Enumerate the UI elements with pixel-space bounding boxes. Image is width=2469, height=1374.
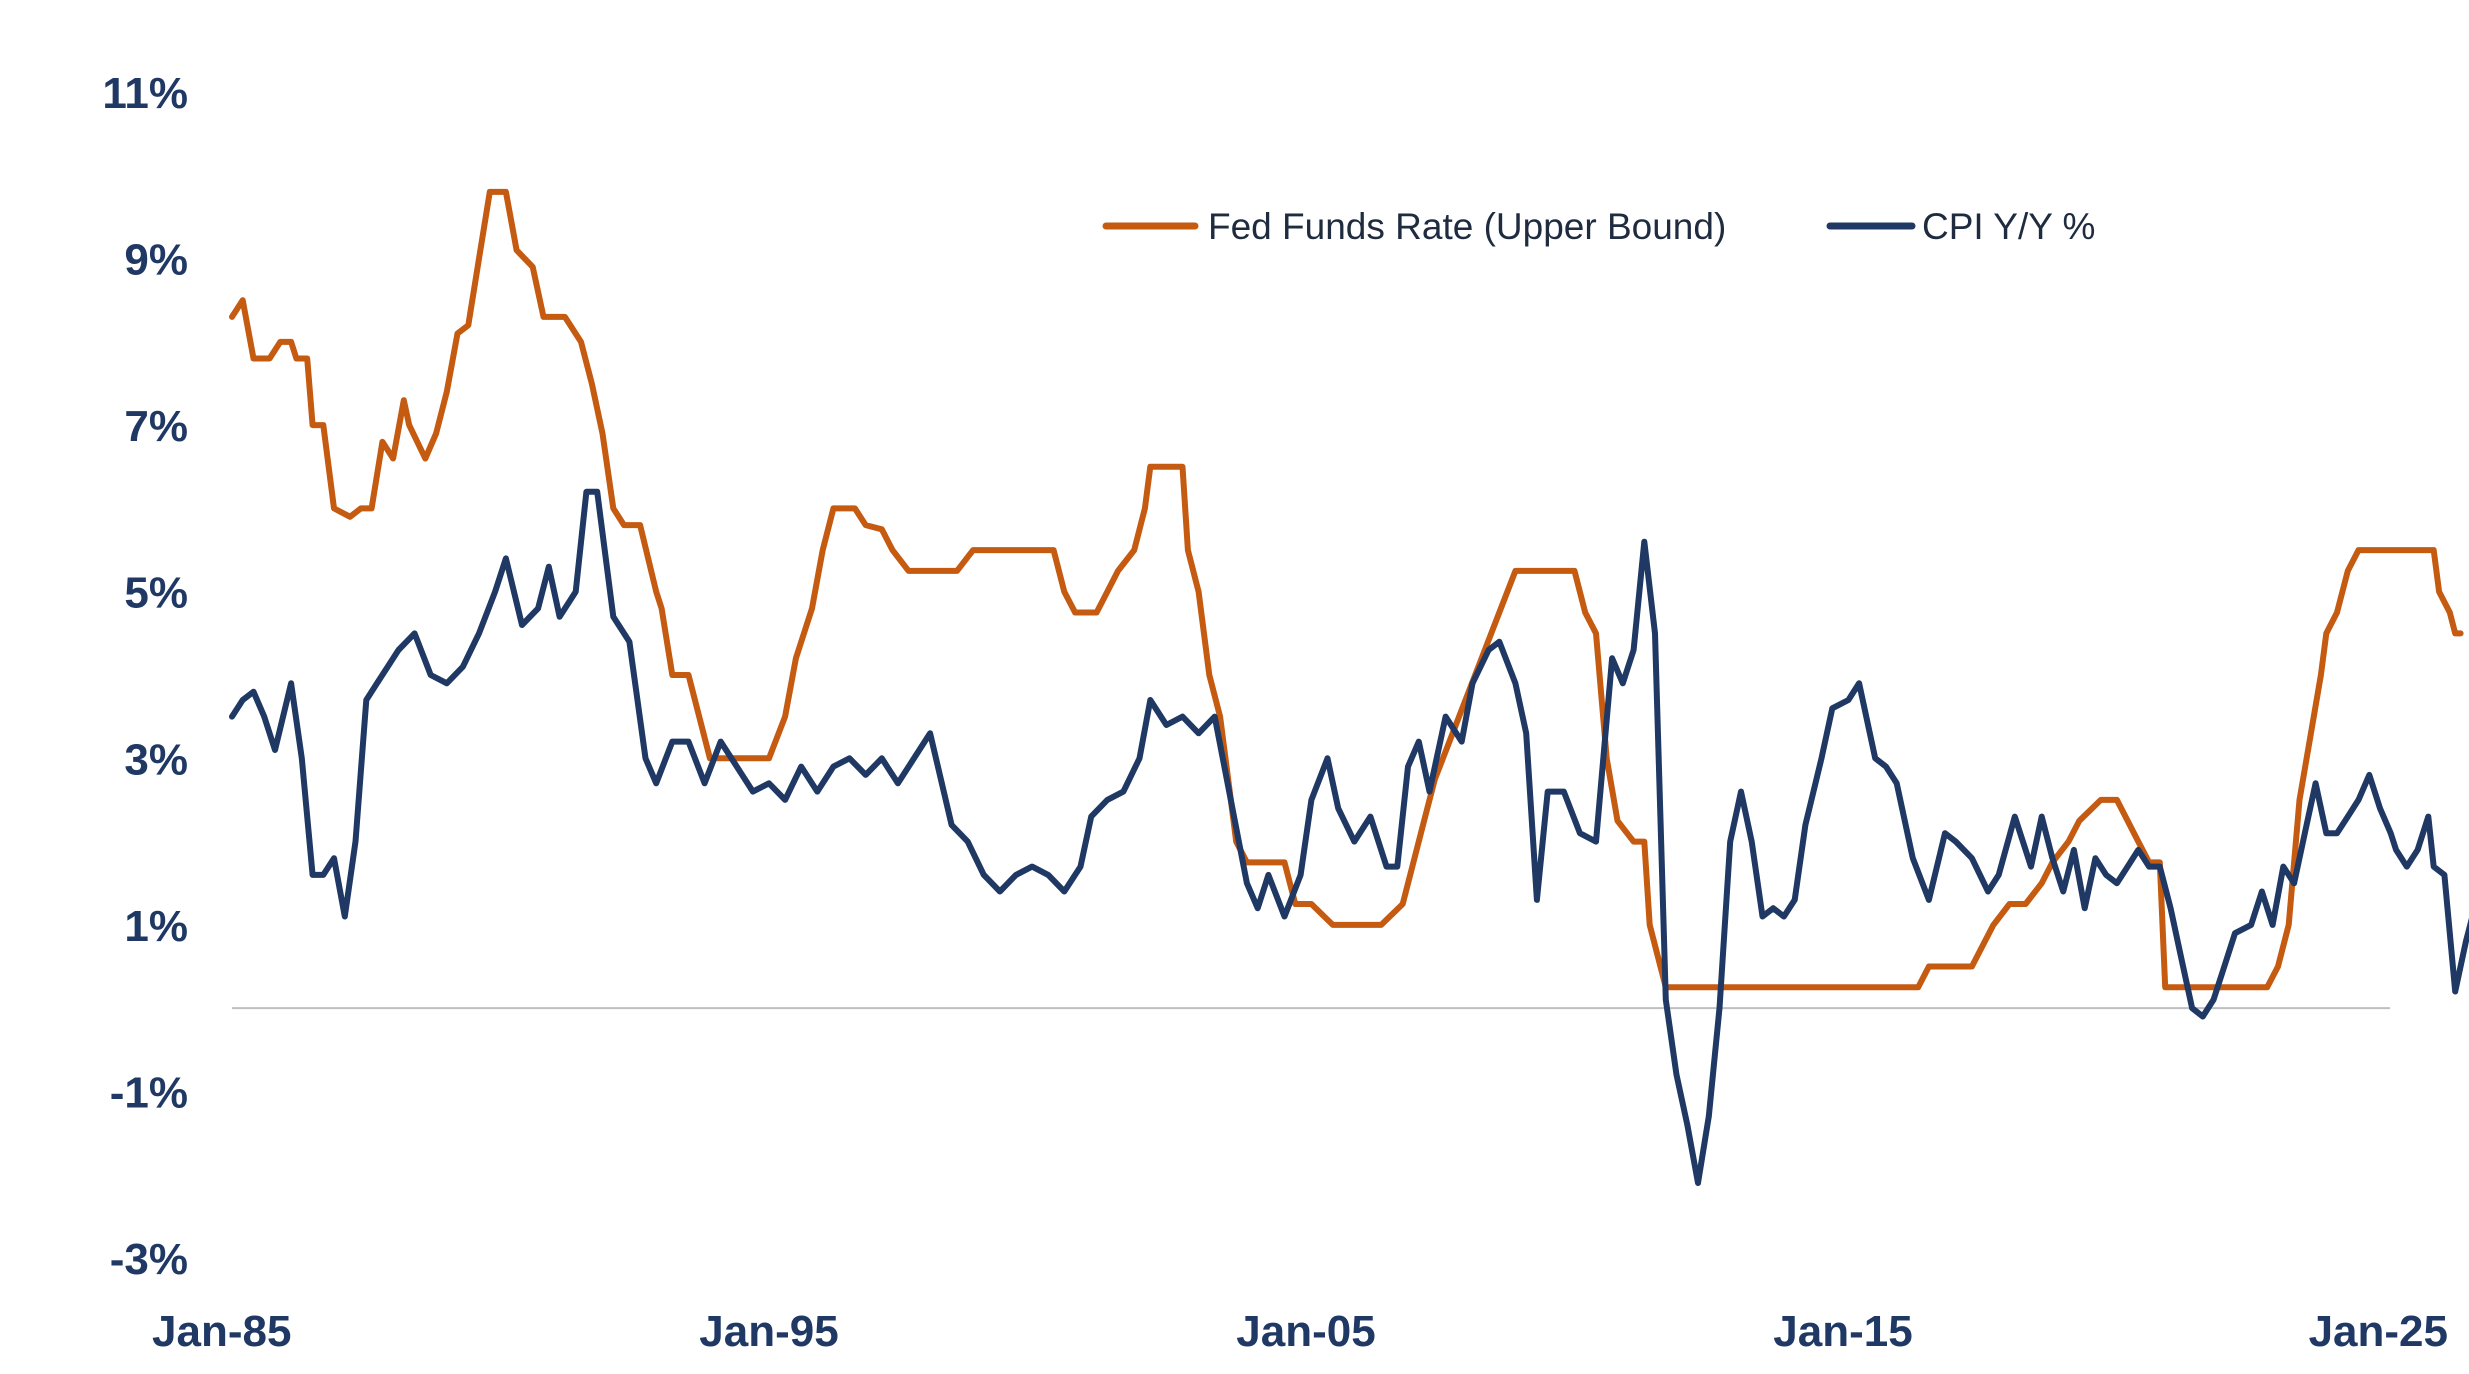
legend-label: Fed Funds Rate (Upper Bound): [1208, 206, 1726, 247]
x-tick-label: Jan-25: [2309, 1307, 2448, 1356]
x-tick-label: Jan-95: [699, 1307, 838, 1356]
x-tick-label: Jan-05: [1236, 1307, 1375, 1356]
series-line-fed-funds: [229, 188, 2464, 991]
y-tick-label: 9%: [124, 236, 188, 285]
y-tick-label: 11%: [102, 69, 188, 118]
y-tick-label: 7%: [124, 402, 188, 451]
y-tick-label: 5%: [124, 569, 188, 618]
y-tick-label: -1%: [110, 1068, 188, 1117]
y-tick-label: 3%: [124, 735, 188, 784]
x-tick-label: Jan-15: [1773, 1307, 1912, 1356]
legend-label: CPI Y/Y %: [1922, 206, 2095, 247]
y-tick-label: -3%: [110, 1235, 188, 1284]
y-tick-label: 1%: [124, 902, 188, 951]
series-line-cpi: [229, 488, 2469, 1186]
x-tick-label: Jan-85: [152, 1307, 291, 1356]
